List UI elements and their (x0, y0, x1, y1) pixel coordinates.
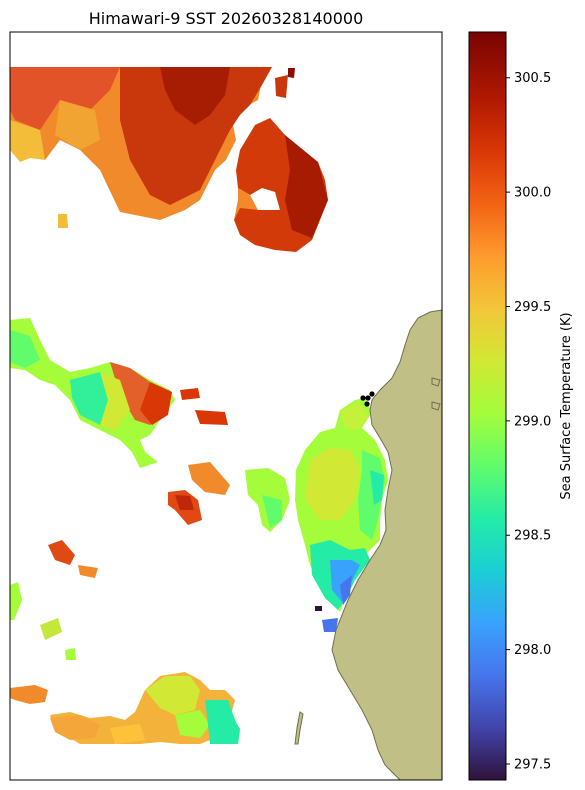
station-marker (364, 401, 370, 407)
sst-north-region (10, 67, 295, 228)
station-marker (365, 395, 371, 401)
colorbar-tick-label: 298.5 (514, 529, 551, 544)
colorbar: 297.5 298.0 298.5 299.0 299.5 300.0 300.5 Sea … (468, 31, 574, 781)
map-frame (9, 31, 443, 781)
colorbar-tick-label: 297.5 (514, 757, 551, 772)
station-markers (360, 391, 375, 407)
sst-northeast-lobe (234, 118, 328, 252)
station-marker (360, 395, 366, 401)
colorbar-ticks: 297.5 298.0 298.5 299.0 299.5 300.0 300.5 (506, 71, 551, 772)
colorbar-tick-label: 299.5 (514, 300, 551, 315)
colorbar-tick-label: 298.0 (514, 643, 551, 658)
sst-coastal-east (295, 398, 388, 632)
colorbar-frame (468, 31, 507, 781)
colorbar-gradient (469, 32, 506, 780)
colorbar-tick-label: 300.0 (514, 186, 551, 201)
map-area (10, 32, 442, 780)
land-mass (294, 309, 442, 780)
colorbar-label: Sea Surface Temperature (K) (559, 312, 574, 499)
chart-title: Himawari-9 SST 20260328140000 (89, 9, 364, 28)
colorbar-tick-label: 299.0 (514, 414, 551, 429)
sst-middle-band (10, 318, 290, 578)
station-marker (369, 391, 375, 397)
colorbar-tick-label: 300.5 (514, 71, 551, 86)
sst-south-region (10, 582, 240, 744)
